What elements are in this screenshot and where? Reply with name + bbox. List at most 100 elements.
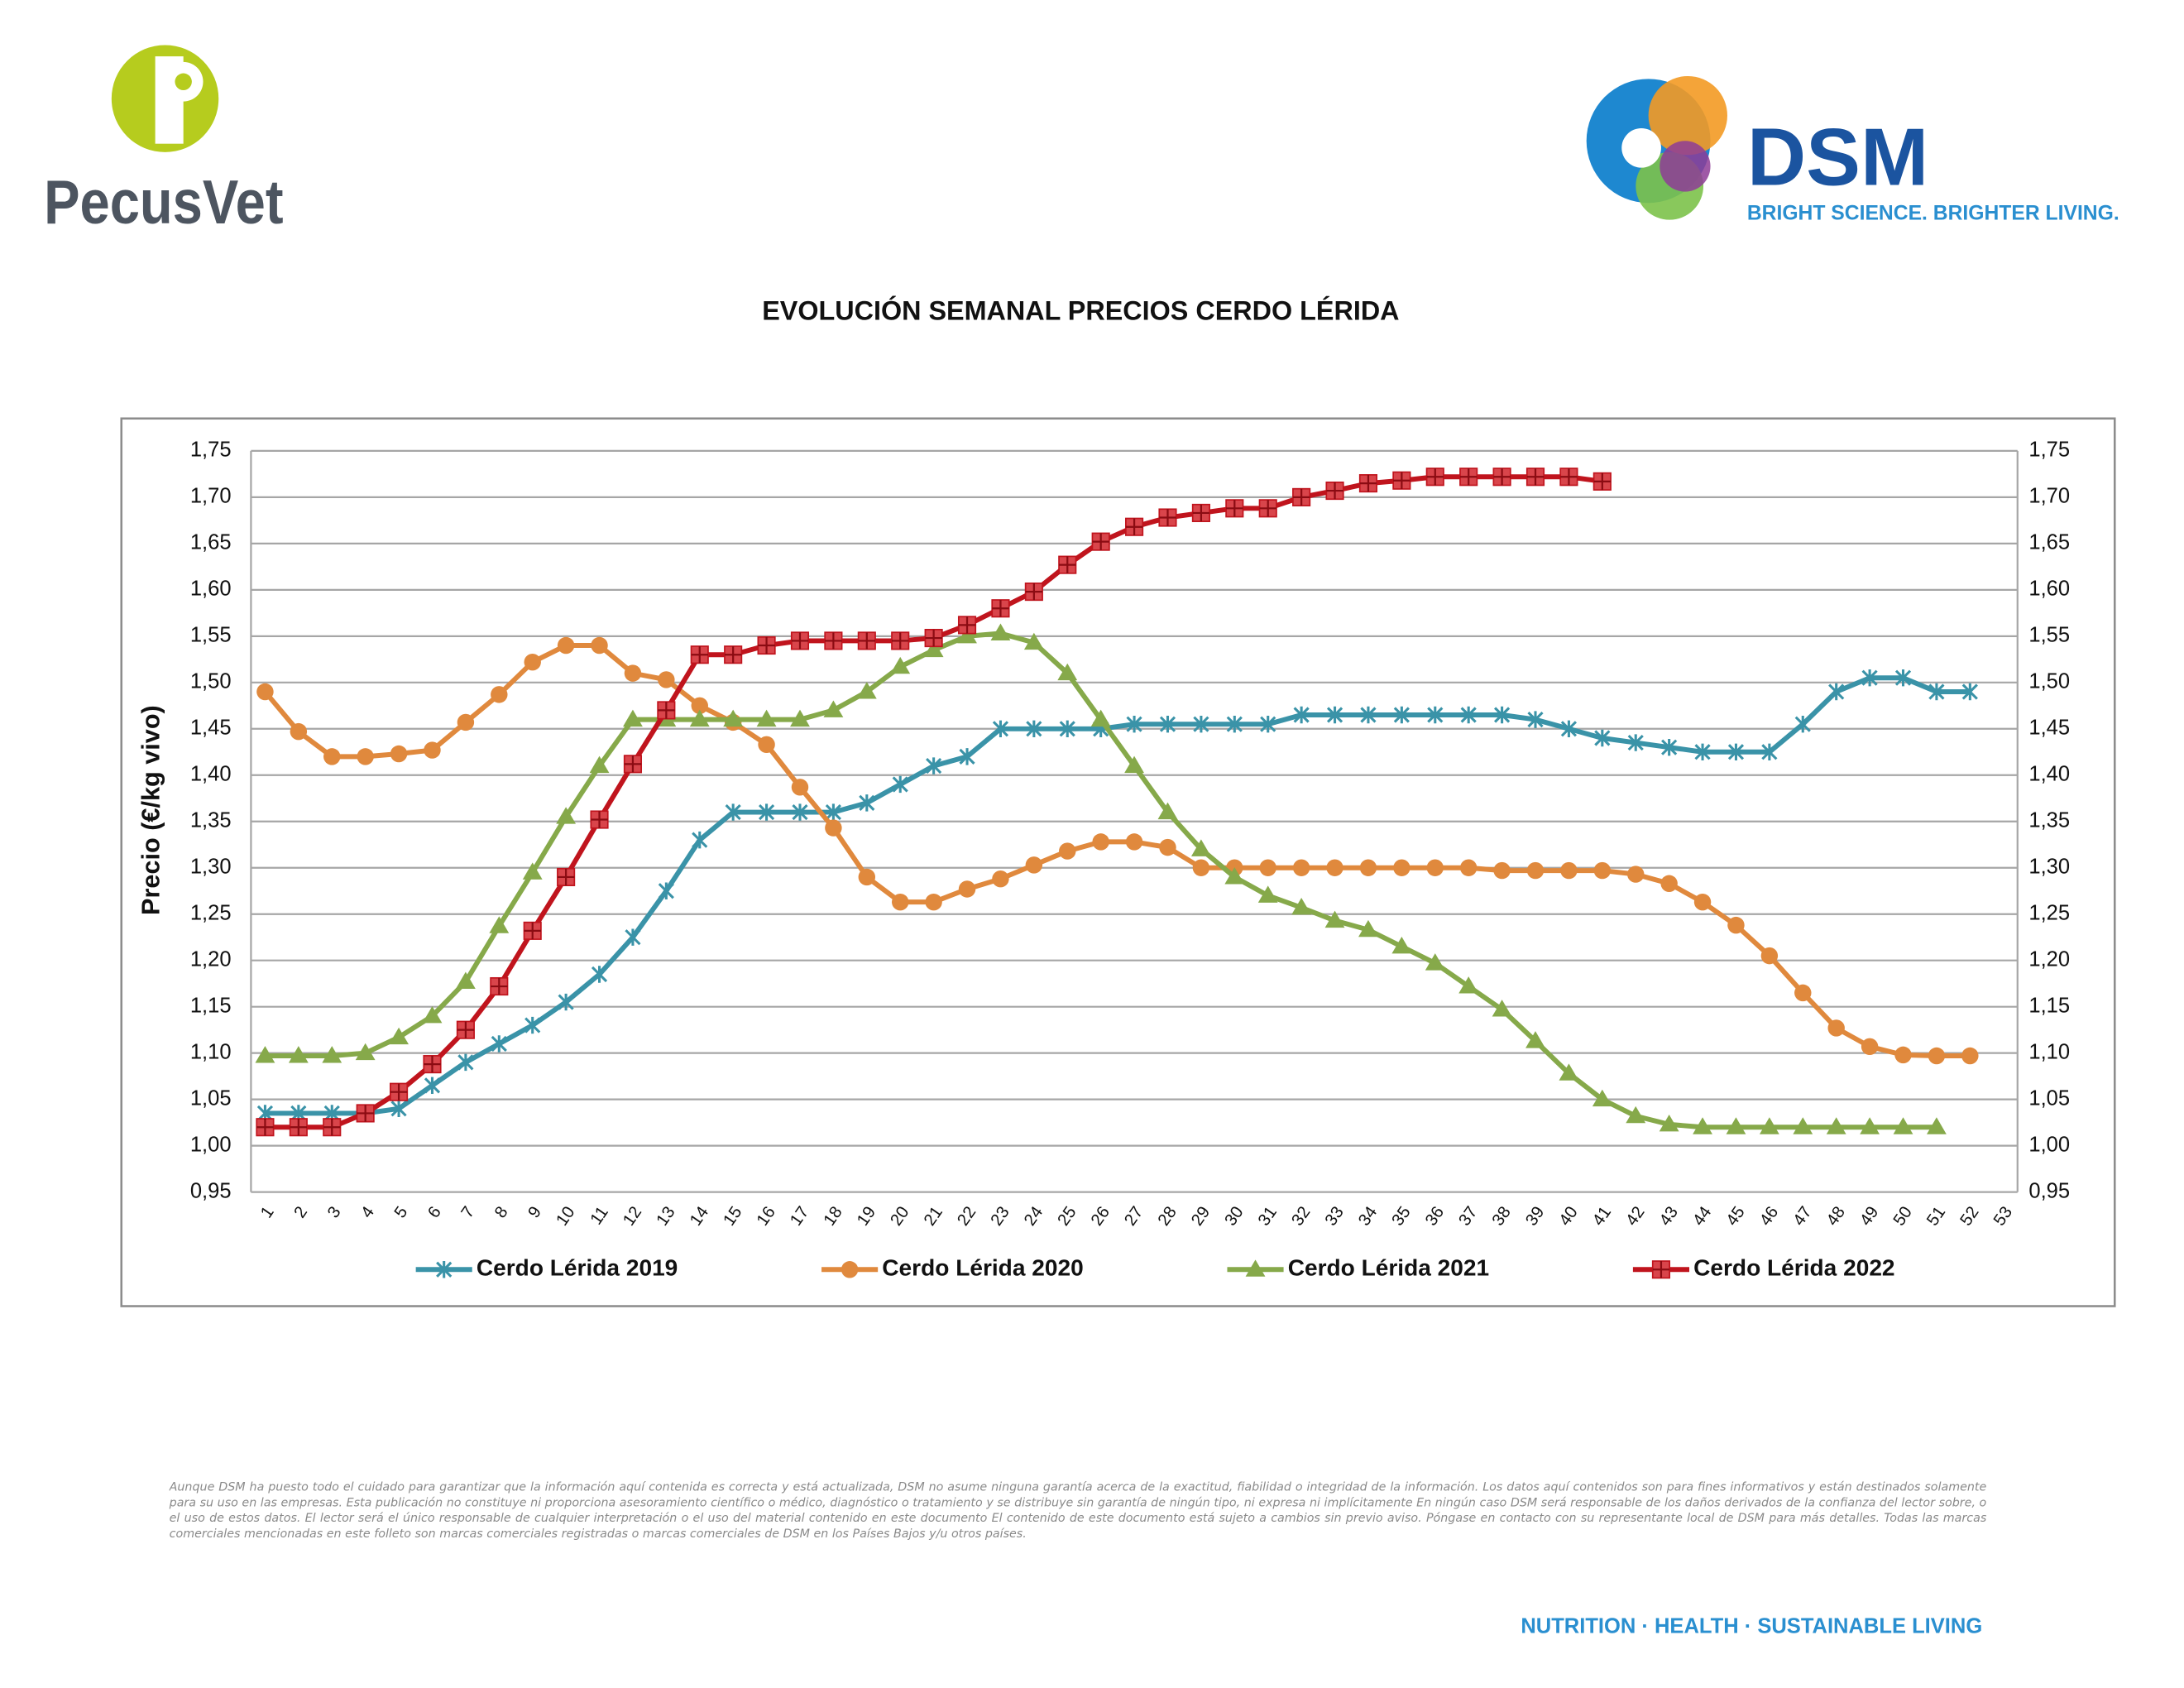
marker: [1525, 1031, 1545, 1048]
marker: [790, 709, 810, 727]
marker-plus: [1226, 500, 1243, 517]
x-tick-label: 1: [257, 1203, 278, 1221]
marker: [1191, 503, 1210, 522]
marker: [1245, 1259, 1266, 1277]
marker: [1661, 738, 1678, 756]
marker-plus: [323, 1119, 341, 1136]
marker: [1894, 1046, 1912, 1064]
marker: [323, 748, 341, 765]
x-tick-label: 21: [921, 1203, 946, 1229]
y-tick-label: 1,35: [190, 809, 232, 832]
x-tick-label: 44: [1689, 1203, 1715, 1229]
marker-plus: [1652, 1261, 1670, 1278]
dsm-tagline: BRIGHT SCIENCE. BRIGHTER LIVING.: [1747, 202, 2119, 224]
marker: [1092, 833, 1109, 851]
swirl-hole: [1621, 127, 1661, 168]
marker: [1693, 1117, 1712, 1134]
marker: [1293, 706, 1310, 724]
marker: [422, 1005, 443, 1024]
marker: [323, 1118, 342, 1137]
y-tick-label: 1,40: [190, 763, 232, 786]
marker: [357, 748, 374, 765]
marker: [436, 1261, 453, 1278]
marker: [322, 1046, 342, 1063]
marker: [591, 966, 608, 983]
marker: [1326, 859, 1343, 876]
x-tick-label: 6: [424, 1203, 445, 1221]
marker: [957, 616, 977, 635]
marker: [1793, 1117, 1813, 1134]
x-tick-label: 7: [458, 1203, 479, 1221]
marker: [925, 893, 942, 911]
marker-plus: [1159, 509, 1176, 526]
x-tick-label: 37: [1455, 1203, 1481, 1229]
marker: [1393, 706, 1410, 724]
marker: [1159, 838, 1176, 856]
marker: [289, 1118, 308, 1137]
marker-plus: [958, 616, 976, 634]
marker: [1158, 508, 1177, 527]
x-tick-label: 31: [1255, 1203, 1281, 1229]
marker: [1026, 720, 1042, 738]
x-tick-label: 51: [1923, 1203, 1949, 1229]
marker: [624, 664, 642, 682]
marker: [658, 671, 675, 688]
x-tick-label: 2: [291, 1203, 312, 1221]
x-tick-label: 11: [587, 1203, 612, 1228]
x-tick-label: 18: [821, 1203, 846, 1229]
x-tick-label: 24: [1021, 1203, 1046, 1229]
marker: [892, 893, 909, 911]
y2-tick-label: 1,55: [2028, 624, 2070, 647]
marker: [1492, 1000, 1512, 1017]
x-tick-label: 4: [357, 1203, 378, 1221]
marker: [1651, 1260, 1671, 1279]
marker: [1023, 632, 1044, 650]
marker-plus: [925, 629, 942, 647]
marker: [591, 636, 608, 655]
marker: [356, 1104, 375, 1123]
y2-tick-label: 1,40: [2028, 763, 2070, 786]
marker: [690, 645, 709, 664]
marker: [689, 709, 710, 727]
marker: [625, 928, 641, 946]
marker-plus: [491, 977, 508, 995]
marker: [1961, 683, 1978, 701]
marker: [1794, 984, 1812, 1002]
x-tick-label: 13: [654, 1203, 679, 1229]
marker-plus: [1292, 488, 1310, 506]
marker: [1727, 743, 1745, 761]
marker: [557, 867, 576, 887]
marker: [1627, 734, 1644, 751]
marker-plus: [557, 868, 575, 886]
x-tick-label: 53: [1990, 1203, 2016, 1229]
marker: [1059, 720, 1075, 738]
marker: [1358, 474, 1378, 493]
marker: [1226, 715, 1243, 733]
x-tick-label: 5: [391, 1203, 412, 1221]
marker: [424, 741, 441, 759]
y2-tick-label: 1,00: [2028, 1133, 2070, 1156]
marker-plus: [1192, 504, 1210, 522]
marker-plus: [390, 1083, 408, 1101]
marker: [1761, 743, 1778, 761]
marker-plus: [758, 636, 775, 655]
x-tick-label: 32: [1288, 1203, 1314, 1229]
marker: [423, 1055, 442, 1074]
x-tick-label: 33: [1322, 1203, 1348, 1229]
marker: [1292, 487, 1311, 506]
marker: [558, 993, 574, 1011]
marker-plus: [290, 1119, 308, 1136]
y-tick-label: 1,05: [190, 1086, 232, 1110]
marker: [723, 709, 744, 727]
y-axis-label: Precio (€/kg vivo): [136, 705, 165, 915]
chart-title: EVOLUCIÓN SEMANAL PRECIOS CERDO LÉRIDA: [762, 295, 1399, 326]
marker: [1425, 468, 1444, 487]
marker-plus: [1359, 474, 1377, 492]
y2-tick-label: 1,70: [2028, 485, 2070, 508]
marker: [1526, 861, 1545, 880]
marker: [1025, 856, 1043, 874]
marker-plus: [624, 755, 642, 773]
marker: [1926, 1117, 1947, 1134]
marker: [1493, 861, 1511, 880]
